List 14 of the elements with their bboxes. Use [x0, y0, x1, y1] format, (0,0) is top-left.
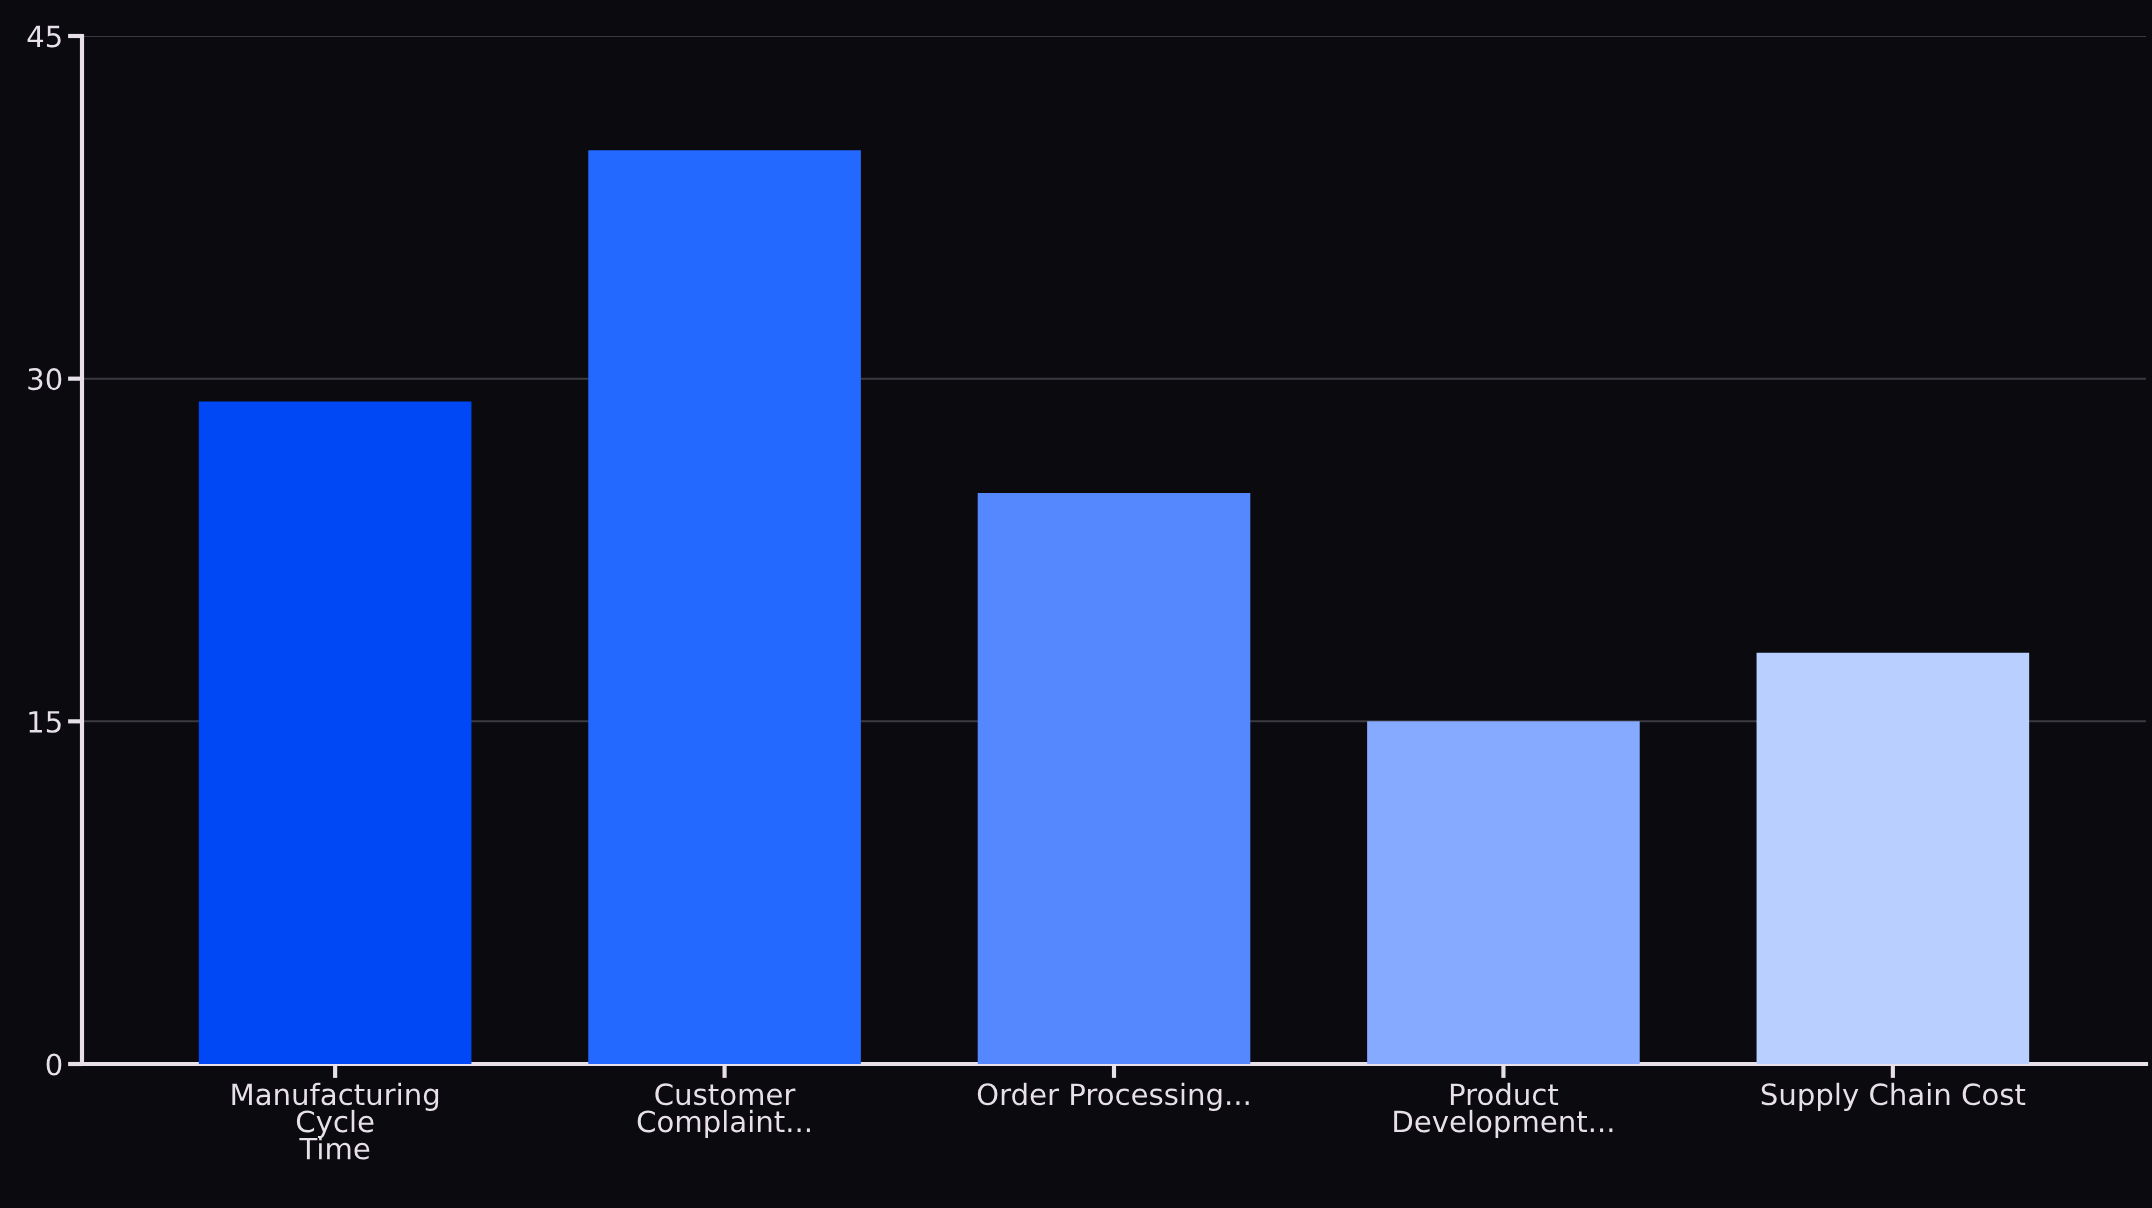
y-tick-label: 15: [29, 711, 61, 733]
y-tick-label: 0: [46, 1053, 62, 1076]
y-tick-label: 45: [27, 25, 61, 48]
y-tick-label: 30: [28, 368, 62, 391]
x-tick-label: Customer Complaint...: [637, 1083, 810, 1139]
x-tick-label: Order Processing...: [977, 1082, 1249, 1111]
x-tick-label: Product Development...: [1394, 1082, 1613, 1139]
bar: [1367, 721, 1640, 1064]
x-tick-label: Manufacturing Cycle Time: [232, 1082, 439, 1160]
bar: [1756, 652, 2030, 1064]
bar: [977, 492, 1251, 1064]
bar: [198, 401, 472, 1064]
x-tick-label: Supply Chain Cost: [1761, 1082, 2026, 1111]
bar: [588, 150, 861, 1064]
